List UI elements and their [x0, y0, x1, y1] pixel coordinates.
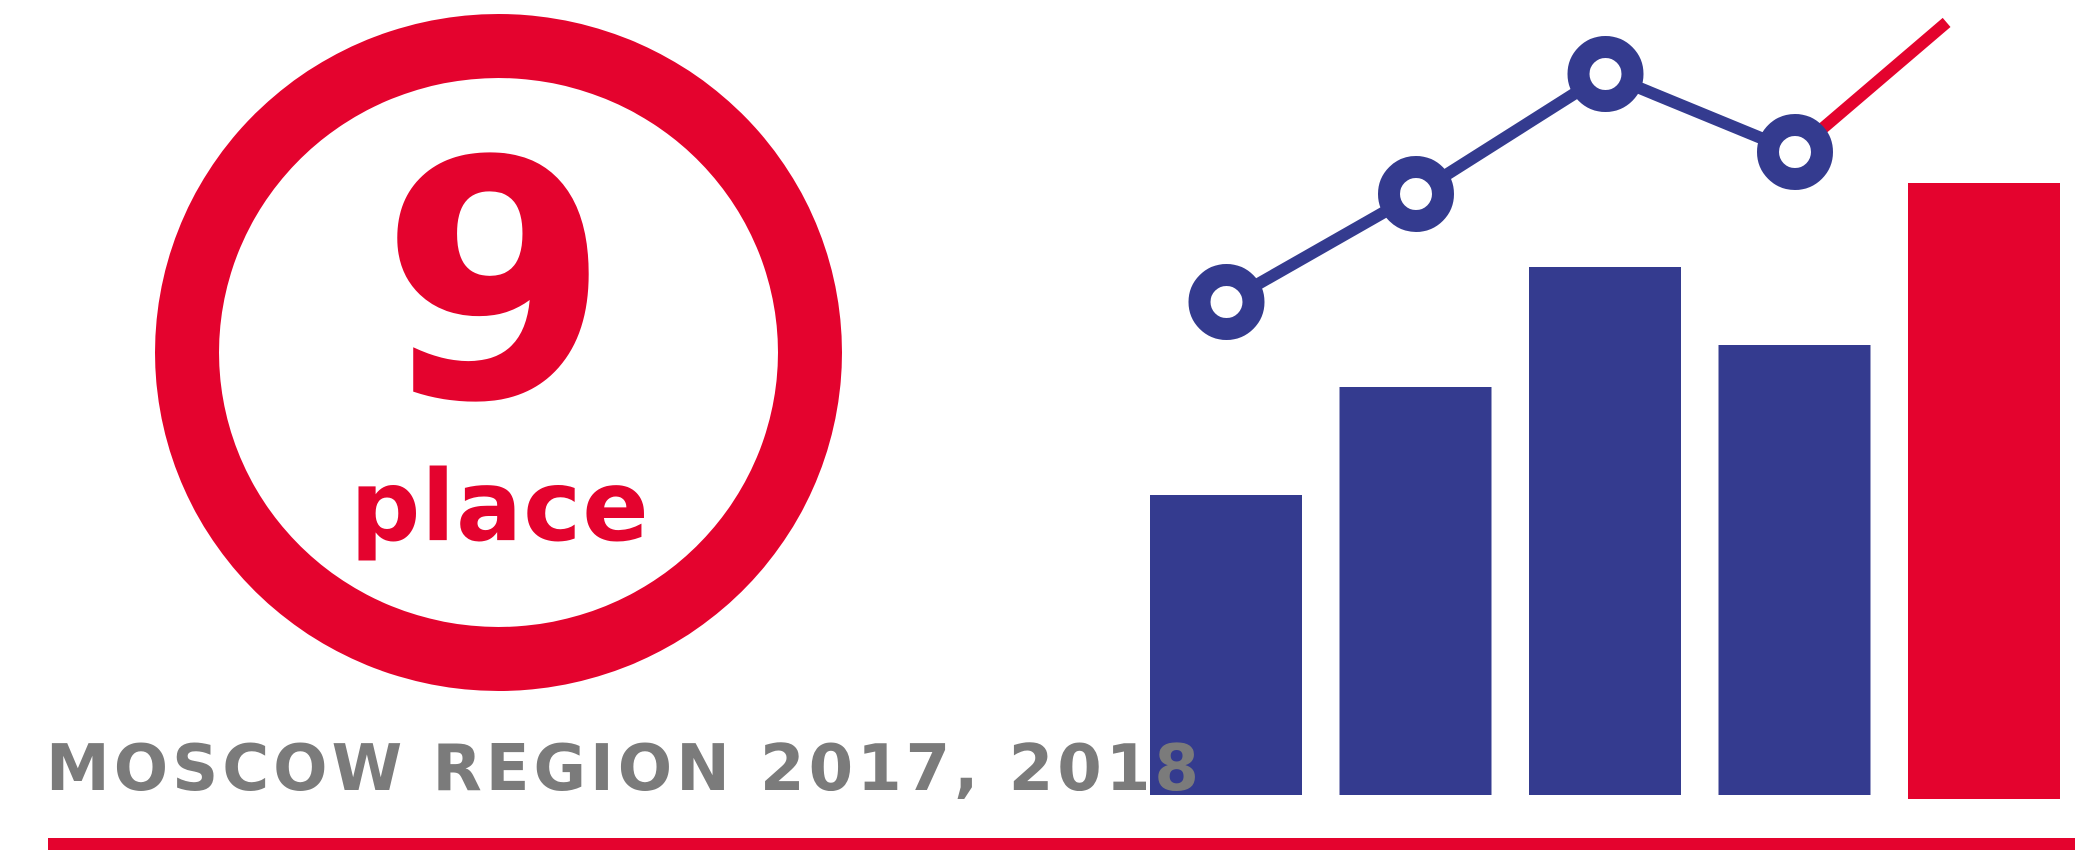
bar	[1339, 387, 1492, 795]
bar	[1718, 345, 1871, 795]
rank-number: 9	[380, 91, 610, 475]
region-caption: MOSCOW REGION 2017, 2018	[46, 732, 1203, 806]
trend-marker	[1188, 264, 1265, 340]
bar	[1529, 267, 1681, 795]
trend-marker	[1757, 114, 1833, 190]
bottom-divider	[48, 838, 2075, 850]
bar	[1150, 495, 1302, 795]
trend-marker	[1567, 36, 1644, 112]
bar-highlight	[1908, 183, 2060, 799]
trend-marker	[1378, 156, 1454, 232]
rank-label: place	[350, 450, 650, 564]
